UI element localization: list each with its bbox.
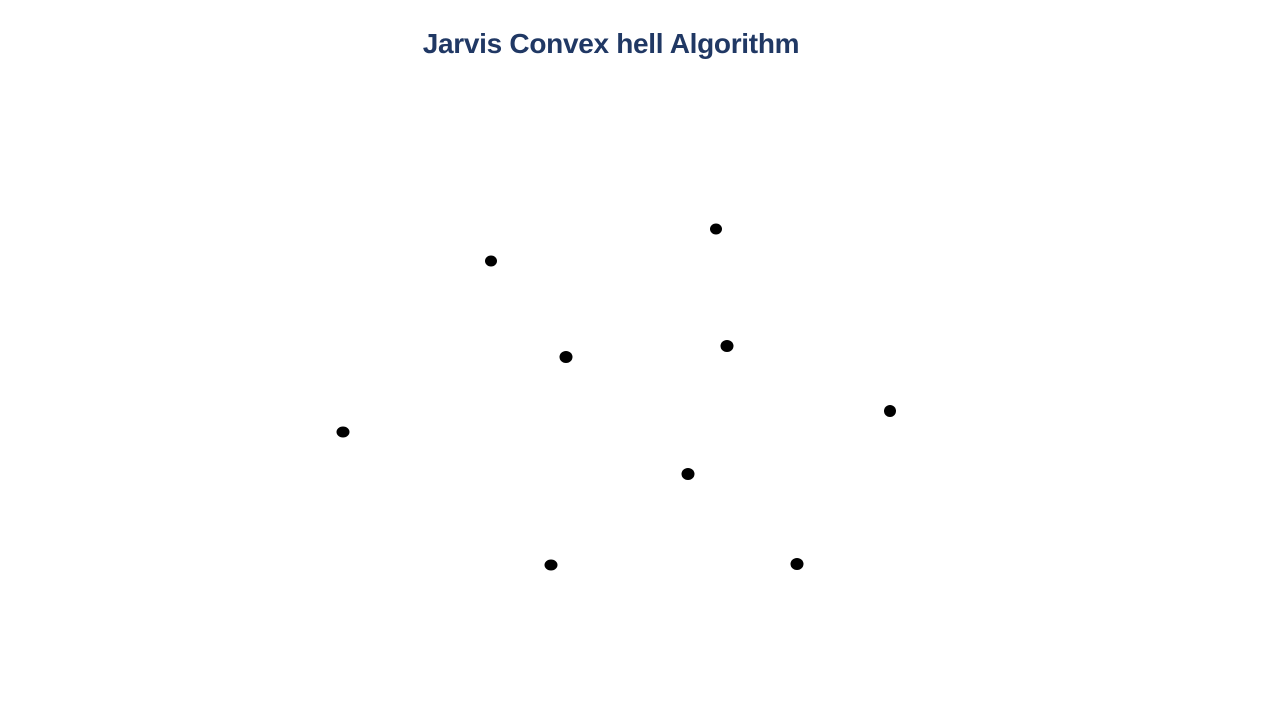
point-4 <box>720 340 734 352</box>
point-9 <box>790 558 804 570</box>
point-7 <box>681 468 695 480</box>
point-6 <box>336 426 350 438</box>
point-1 <box>710 223 722 235</box>
slide-title: Jarvis Convex hell Algorithm <box>422 28 800 59</box>
point-8 <box>544 559 558 571</box>
point-3 <box>559 351 573 363</box>
point-5 <box>884 405 896 417</box>
point-2 <box>485 255 497 267</box>
